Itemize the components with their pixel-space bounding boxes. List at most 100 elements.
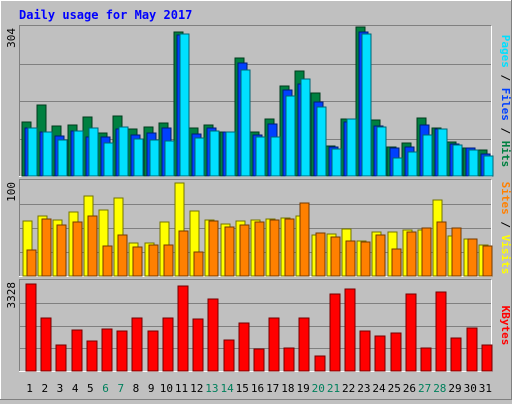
visits-bar-sites-day-20 xyxy=(315,232,326,277)
x-tick-label-day-27: 27 xyxy=(418,382,431,395)
requests-bar-pages-day-31 xyxy=(483,155,494,177)
visits-bar-sites-day-14 xyxy=(224,226,235,277)
kbytes-bar-kbytes-day-11 xyxy=(177,285,189,372)
visits-bar-sites-day-23 xyxy=(360,241,371,277)
x-tick-label-day-7: 7 xyxy=(117,382,124,395)
requests-bar-pages-day-29 xyxy=(452,144,463,177)
requests-bar-pages-day-15 xyxy=(240,69,251,177)
visits-legend-separator: / xyxy=(499,215,512,235)
x-tick-label-day-14: 14 xyxy=(220,382,234,395)
visits-bar-sites-day-5 xyxy=(87,215,98,277)
requests-bar-pages-day-24 xyxy=(376,126,387,177)
x-tick-label-day-29: 29 xyxy=(448,382,461,395)
panel-kbytes: 3328 KBytes xyxy=(5,279,512,372)
kbytes-bar-kbytes-day-20 xyxy=(314,355,326,372)
kbytes-legend: KBytes xyxy=(499,306,512,346)
requests-bar-pages-day-26 xyxy=(407,151,418,177)
requests-bar-pages-day-18 xyxy=(285,95,296,177)
visits-bar-sites-day-25 xyxy=(391,248,402,277)
kbytes-bar-kbytes-day-22 xyxy=(344,288,356,372)
requests-bar-pages-day-14 xyxy=(225,131,236,177)
visits-bar-sites-day-11 xyxy=(178,230,189,277)
requests-bar-pages-day-23 xyxy=(361,33,372,177)
requests-bar-pages-day-6 xyxy=(103,142,114,177)
kbytes-bar-kbytes-day-12 xyxy=(192,318,204,372)
visits-y-max-label: 100 xyxy=(5,182,18,202)
x-tick-label-day-30: 30 xyxy=(464,382,477,395)
requests-bar-pages-day-10 xyxy=(164,140,175,177)
visits-bar-sites-day-4 xyxy=(72,221,83,277)
requests-bar-pages-day-16 xyxy=(255,136,266,177)
chart-title: Daily usage for May 2017 xyxy=(19,8,192,22)
kbytes-bar-kbytes-day-2 xyxy=(40,317,52,372)
visits-bar-sites-day-10 xyxy=(163,244,174,277)
requests-legend-separator: / xyxy=(499,68,512,88)
requests-bar-pages-day-25 xyxy=(392,157,403,177)
kbytes-bar-kbytes-day-10 xyxy=(162,317,174,372)
x-tick-label-day-17: 17 xyxy=(266,382,279,395)
visits-bar-sites-day-8 xyxy=(132,246,143,277)
visits-bar-sites-day-26 xyxy=(406,231,417,277)
requests-bar-pages-day-3 xyxy=(57,139,68,177)
kbytes-bar-kbytes-day-7 xyxy=(116,330,128,372)
kbytes-bar-kbytes-day-3 xyxy=(55,344,67,372)
x-tick-label-day-23: 23 xyxy=(357,382,370,395)
requests-bar-pages-day-13 xyxy=(209,130,220,177)
x-tick-label-day-18: 18 xyxy=(281,382,294,395)
kbytes-bar-kbytes-day-19 xyxy=(298,317,310,372)
x-tick-label-day-16: 16 xyxy=(251,382,264,395)
panel-visits: 100 Sites / Visits xyxy=(5,179,512,277)
kbytes-bar-kbytes-day-30 xyxy=(466,327,478,372)
legend-pages: Pages xyxy=(499,35,512,68)
visits-bar-sites-day-9 xyxy=(148,244,159,277)
visits-bar-sites-day-28 xyxy=(436,221,447,277)
kbytes-bar-kbytes-day-6 xyxy=(101,328,113,372)
x-tick-label-day-6: 6 xyxy=(102,382,109,395)
x-tick-label-day-4: 4 xyxy=(72,382,79,395)
kbytes-bar-kbytes-day-9 xyxy=(147,330,159,372)
kbytes-bar-kbytes-day-18 xyxy=(283,347,295,372)
requests-bar-pages-day-7 xyxy=(118,126,129,177)
requests-bar-pages-day-2 xyxy=(42,131,53,177)
panel-requests: 304 Pages / Files / Hits xyxy=(5,25,512,177)
visits-bar-sites-day-27 xyxy=(421,227,432,277)
visits-bar-sites-day-13 xyxy=(208,220,219,277)
x-tick-label-day-19: 19 xyxy=(296,382,309,395)
kbytes-bar-kbytes-day-24 xyxy=(374,335,386,372)
legend-files: Files xyxy=(499,88,512,121)
requests-bar-pages-day-17 xyxy=(270,136,281,177)
kbytes-bar-kbytes-day-13 xyxy=(207,298,219,372)
visits-bar-sites-day-2 xyxy=(41,218,52,277)
requests-legend: Pages / Files / Hits xyxy=(499,35,512,168)
kbytes-bar-kbytes-day-15 xyxy=(238,322,250,372)
visits-bar-sites-day-24 xyxy=(375,234,386,277)
x-tick-label-day-11: 11 xyxy=(175,382,188,395)
legend-kbytes: KBytes xyxy=(499,306,512,346)
x-tick-label-day-15: 15 xyxy=(236,382,249,395)
x-tick-label-day-24: 24 xyxy=(372,382,386,395)
visits-bar-sites-day-19 xyxy=(299,202,310,277)
visits-bar-sites-day-12 xyxy=(193,251,204,277)
requests-bar-pages-day-1 xyxy=(27,127,38,177)
kbytes-bar-kbytes-day-17 xyxy=(268,317,280,372)
kbytes-bar-kbytes-day-27 xyxy=(420,347,432,372)
x-tick-label-day-5: 5 xyxy=(87,382,94,395)
kbytes-bar-kbytes-day-14 xyxy=(223,339,235,372)
x-tick-label-day-26: 26 xyxy=(403,382,416,395)
requests-bar-pages-day-12 xyxy=(194,137,205,177)
panels-layer: 304 Pages / Files / Hits 100 Sites / Visits… xyxy=(5,25,512,372)
visits-bar-sites-day-22 xyxy=(345,240,356,277)
x-tick-label-day-10: 10 xyxy=(160,382,173,395)
x-tick-label-day-25: 25 xyxy=(388,382,401,395)
requests-bar-pages-day-28 xyxy=(437,128,448,177)
kbytes-bar-kbytes-day-26 xyxy=(405,293,417,372)
visits-bar-sites-day-6 xyxy=(102,245,113,277)
x-tick-labels: 1 2 3 4 5 6 7 8 9 10 11 12 13 14 15 16 17 18 19 20 21 22 23 24 2… xyxy=(26,382,492,395)
visits-bar-sites-day-17 xyxy=(269,219,280,277)
requests-bar-pages-day-9 xyxy=(149,139,160,177)
kbytes-bar-kbytes-day-4 xyxy=(71,329,83,372)
visits-bar-sites-day-3 xyxy=(56,224,67,277)
x-tick-label-day-20: 20 xyxy=(312,382,325,395)
